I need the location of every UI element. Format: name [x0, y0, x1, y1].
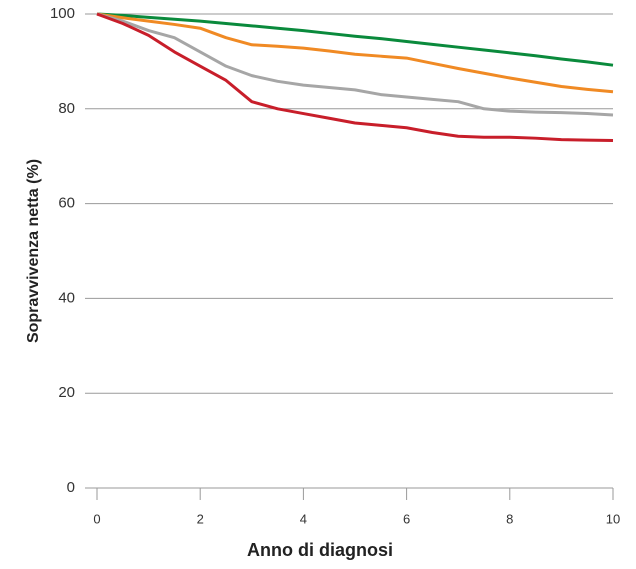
x-axis-title: Anno di diagnosi: [247, 540, 393, 560]
series-line: [96, 12, 614, 94]
series-line: [96, 12, 614, 143]
x-tick-label: 0: [93, 511, 100, 526]
x-tick-label: 2: [197, 511, 204, 526]
series-line: [96, 12, 614, 67]
y-tick-label: 80: [58, 100, 75, 117]
y-axis-title: Sopravvivenza netta (%): [25, 159, 42, 343]
x-tick-label: 10: [606, 511, 620, 526]
x-tick-label: 8: [506, 511, 513, 526]
y-tick-label: 0: [67, 479, 75, 496]
y-tick-label: 100: [50, 5, 75, 22]
y-tick-label: 40: [58, 289, 75, 306]
y-tick-label: 60: [58, 195, 75, 212]
series-line: [96, 12, 614, 117]
y-tick-label: 20: [58, 384, 75, 401]
x-tick-label: 4: [300, 511, 307, 526]
x-tick-label: 6: [403, 511, 410, 526]
